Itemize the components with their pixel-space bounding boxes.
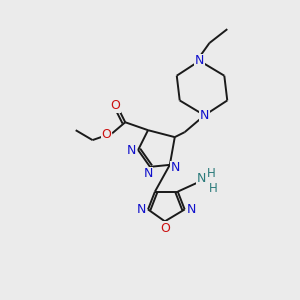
Text: N: N [195,54,204,67]
Text: O: O [160,222,170,235]
Text: N: N [187,203,196,216]
Text: N: N [127,143,136,157]
Text: N: N [200,109,209,122]
Text: N: N [136,203,146,216]
Text: O: O [110,99,120,112]
Text: O: O [101,128,111,141]
Text: N: N [197,172,206,185]
Text: H: H [207,167,216,180]
Text: H: H [209,182,218,195]
Text: N: N [171,161,180,174]
Text: N: N [143,167,153,180]
